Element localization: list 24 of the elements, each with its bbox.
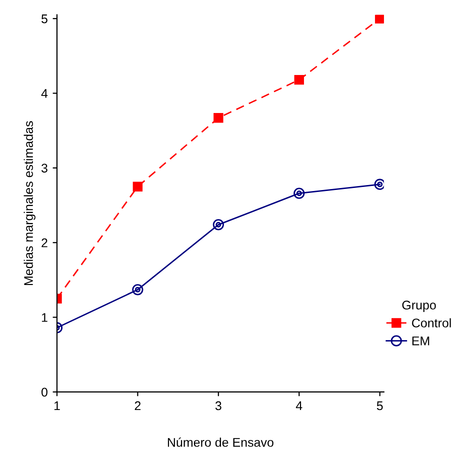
legend-title: Grupo <box>402 300 436 312</box>
legend-label: EM <box>412 336 430 346</box>
y-tick-label: 3 <box>41 164 48 173</box>
y-tick-label: 5 <box>41 14 48 24</box>
point <box>374 178 384 190</box>
y-tick-label: 4 <box>41 89 48 98</box>
point <box>212 219 224 230</box>
x-tick-label: 5 <box>376 401 383 410</box>
y-tick-label: 1 <box>42 313 48 322</box>
x-tick-label: 2 <box>134 401 141 410</box>
x-axis-title: Número de Ensavo <box>168 437 274 447</box>
y-tick-label: 0 <box>41 388 48 397</box>
y-tick-label: 2 <box>42 238 48 248</box>
y-axis-title: Medias marginales estimadas <box>24 121 36 286</box>
x-tick-label: 4 <box>296 401 302 410</box>
point <box>374 14 384 24</box>
point <box>294 188 305 199</box>
point <box>132 284 144 296</box>
point <box>214 113 224 123</box>
x-tick-label: 3 <box>215 401 222 410</box>
x-tick-label: 1 <box>54 401 60 410</box>
point <box>294 74 304 85</box>
point <box>132 182 143 192</box>
legend-label: Control <box>412 318 451 328</box>
